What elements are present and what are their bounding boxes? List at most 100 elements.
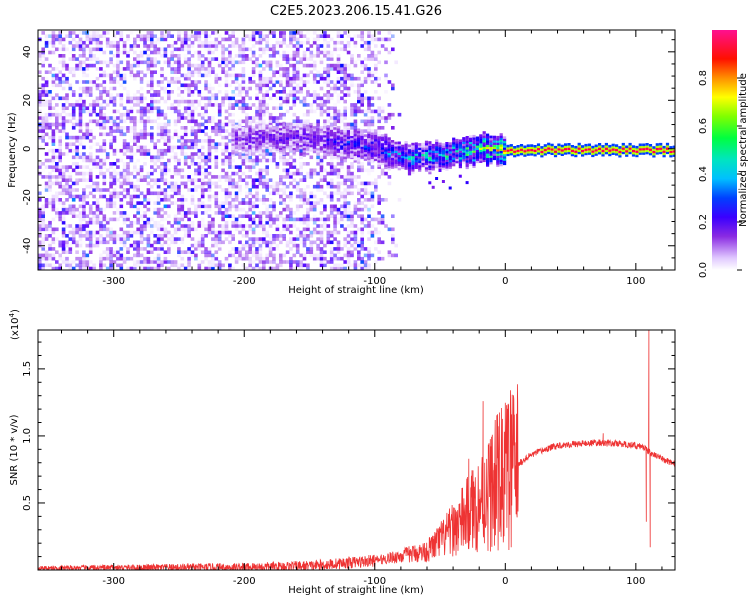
noise-cell xyxy=(336,60,341,65)
noise-cell xyxy=(194,243,198,248)
noise-cell xyxy=(241,162,246,166)
noise-cell xyxy=(71,237,76,241)
noise-cell xyxy=(217,44,222,48)
noise-cell xyxy=(238,184,242,189)
noise-cell xyxy=(333,40,337,45)
noise-cell xyxy=(242,270,246,274)
noise-cell xyxy=(38,116,42,120)
noise-cell xyxy=(251,60,256,65)
noise-cell xyxy=(214,194,219,199)
noise-cell xyxy=(153,34,157,38)
noise-cell xyxy=(336,76,341,81)
noise-cell xyxy=(360,70,364,74)
signal-cell xyxy=(374,141,378,144)
noise-cell xyxy=(285,60,290,65)
noise-cell xyxy=(156,207,161,212)
noise-cell xyxy=(197,243,202,248)
noise-cell xyxy=(177,220,181,225)
signal-cell xyxy=(302,130,306,133)
noise-cell xyxy=(71,188,76,192)
noise-cell xyxy=(217,83,222,88)
noise-cell xyxy=(82,207,86,212)
noise-cell xyxy=(180,83,185,88)
noise-cell xyxy=(374,90,378,94)
noise-cell xyxy=(68,119,73,124)
noise-cell xyxy=(116,80,120,84)
signal-cell xyxy=(319,139,323,142)
signal-cell xyxy=(289,136,293,139)
noise-cell xyxy=(207,194,212,199)
noise-cell xyxy=(187,230,191,235)
noise-cell xyxy=(248,198,252,202)
signal-cell xyxy=(326,133,330,137)
noise-cell xyxy=(234,227,239,232)
noise-cell xyxy=(251,80,256,84)
noise-cell xyxy=(238,99,242,104)
noise-cell xyxy=(88,40,93,45)
noise-cell xyxy=(95,47,100,52)
noise-cell xyxy=(299,152,303,156)
noise-cell xyxy=(245,243,249,248)
noise-cell xyxy=(71,204,76,209)
noise-cell xyxy=(200,165,205,169)
noise-cell xyxy=(272,116,276,120)
signal-cell xyxy=(248,138,252,141)
noise-cell xyxy=(262,227,266,232)
noise-cell xyxy=(156,152,161,156)
noise-cell xyxy=(65,119,69,124)
noise-cell xyxy=(99,83,103,88)
noise-cell xyxy=(231,270,235,274)
signal-cell xyxy=(343,130,347,133)
noise-cell xyxy=(326,90,331,94)
noise-cell xyxy=(75,135,79,140)
noise-cell xyxy=(200,217,205,222)
signal-cell xyxy=(282,134,286,138)
noise-cell xyxy=(146,116,151,120)
noise-cell xyxy=(136,109,140,114)
noise-cell xyxy=(231,63,235,68)
noise-cell xyxy=(275,106,280,110)
noise-cell xyxy=(360,234,364,238)
noise-cell xyxy=(116,158,120,163)
noise-cell xyxy=(61,126,66,130)
noise-cell xyxy=(109,145,113,150)
noise-cell xyxy=(329,198,334,202)
noise-cell xyxy=(133,44,137,48)
signal-cell xyxy=(255,150,259,153)
noise-cell xyxy=(228,152,232,156)
noise-cell xyxy=(343,227,347,232)
noise-cell xyxy=(234,37,239,42)
noise-cell xyxy=(143,132,147,137)
noise-cell xyxy=(268,247,273,251)
signal-cell xyxy=(404,147,408,151)
noise-cell xyxy=(245,47,249,52)
noise-cell xyxy=(95,184,100,189)
noise-cell xyxy=(245,234,249,238)
noise-cell xyxy=(139,217,144,222)
signal-cell xyxy=(377,151,381,154)
noise-cell xyxy=(251,116,256,120)
noise-cell xyxy=(197,73,202,78)
noise-cell xyxy=(214,198,219,202)
noise-cell xyxy=(156,214,161,218)
noise-cell xyxy=(156,234,161,238)
noise-cell xyxy=(48,234,52,238)
signal-cell xyxy=(397,145,401,149)
signal-cell xyxy=(431,152,435,156)
noise-cell xyxy=(248,204,252,209)
noise-cell xyxy=(370,204,375,209)
noise-cell xyxy=(353,119,358,124)
noise-cell xyxy=(350,237,354,241)
noise-cell xyxy=(187,234,191,238)
noise-cell xyxy=(387,253,392,258)
signal-cell xyxy=(251,145,255,149)
noise-cell xyxy=(309,171,314,176)
noise-cell xyxy=(204,83,208,88)
noise-cell xyxy=(265,109,269,114)
noise-cell xyxy=(58,184,62,189)
signal-cell xyxy=(397,161,401,164)
signal-cell xyxy=(329,127,334,130)
noise-cell xyxy=(180,207,185,212)
noise-cell xyxy=(380,109,385,114)
noise-cell xyxy=(357,57,361,61)
